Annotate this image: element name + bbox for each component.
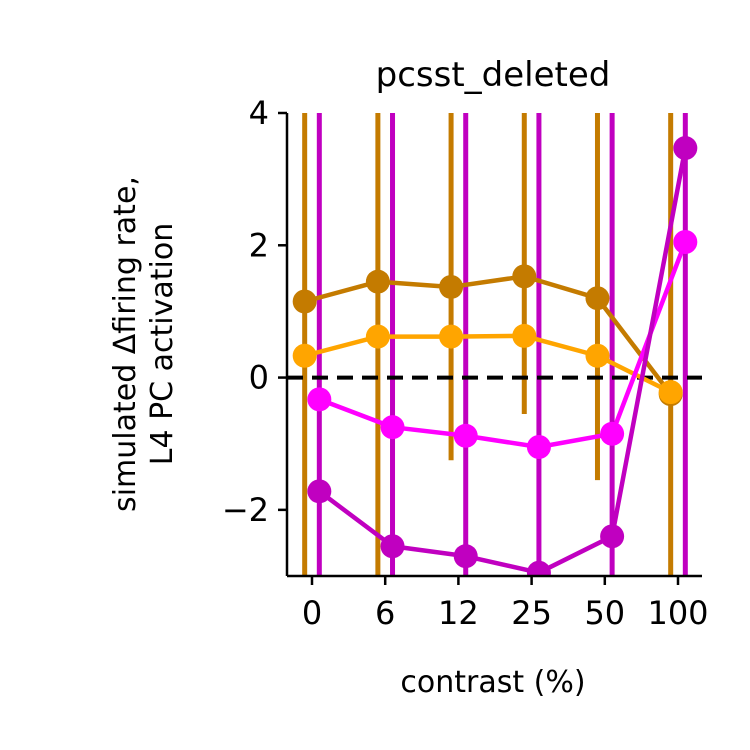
data-point xyxy=(439,324,464,349)
chart-title: pcsst_deleted xyxy=(376,55,611,95)
data-point xyxy=(526,435,551,460)
series-line xyxy=(304,333,672,395)
x-tick-label: 25 xyxy=(511,594,552,632)
data-point xyxy=(600,421,625,446)
data-point xyxy=(292,343,317,368)
data-point xyxy=(439,274,464,299)
y-tick-label: 2 xyxy=(249,226,269,264)
data-point xyxy=(512,264,537,289)
data-point xyxy=(526,560,551,576)
data-point xyxy=(365,269,390,294)
data-point xyxy=(585,286,610,311)
y-tick-label: −2 xyxy=(222,491,269,529)
data-point xyxy=(292,289,317,314)
y-axis-label: simulated Δfiring rate, L4 PC activation xyxy=(108,176,180,512)
data-point xyxy=(380,415,405,440)
x-tick-label: 50 xyxy=(584,594,625,632)
data-point xyxy=(365,324,390,349)
plot-area: −2 0 2 4 0 6 12 25 50 100 xyxy=(222,94,709,632)
y-tick-label: 0 xyxy=(249,359,269,397)
x-tick-label: 0 xyxy=(302,594,322,632)
series-line xyxy=(317,147,688,575)
data-point xyxy=(512,323,537,348)
x-tick-label: 100 xyxy=(647,594,708,632)
data-point xyxy=(673,229,698,254)
series-line xyxy=(318,241,688,450)
y-tick-label: 4 xyxy=(249,94,269,132)
data-point xyxy=(658,380,683,405)
data-point xyxy=(453,544,478,569)
y-axis-label-line-2: L4 PC activation xyxy=(145,223,180,466)
data-layer xyxy=(287,113,702,576)
data-point xyxy=(453,423,478,448)
x-tick-label: 6 xyxy=(375,594,395,632)
data-point xyxy=(585,343,610,368)
data-point xyxy=(380,534,405,559)
data-point xyxy=(307,479,332,504)
data-point xyxy=(600,524,625,549)
x-tick-label: 12 xyxy=(438,594,479,632)
data-point xyxy=(673,136,698,161)
series-line xyxy=(304,274,673,396)
y-axis-label-line-1: simulated Δfiring rate, xyxy=(108,176,143,512)
x-axis-label: contrast (%) xyxy=(400,665,585,700)
data-point xyxy=(307,387,332,412)
